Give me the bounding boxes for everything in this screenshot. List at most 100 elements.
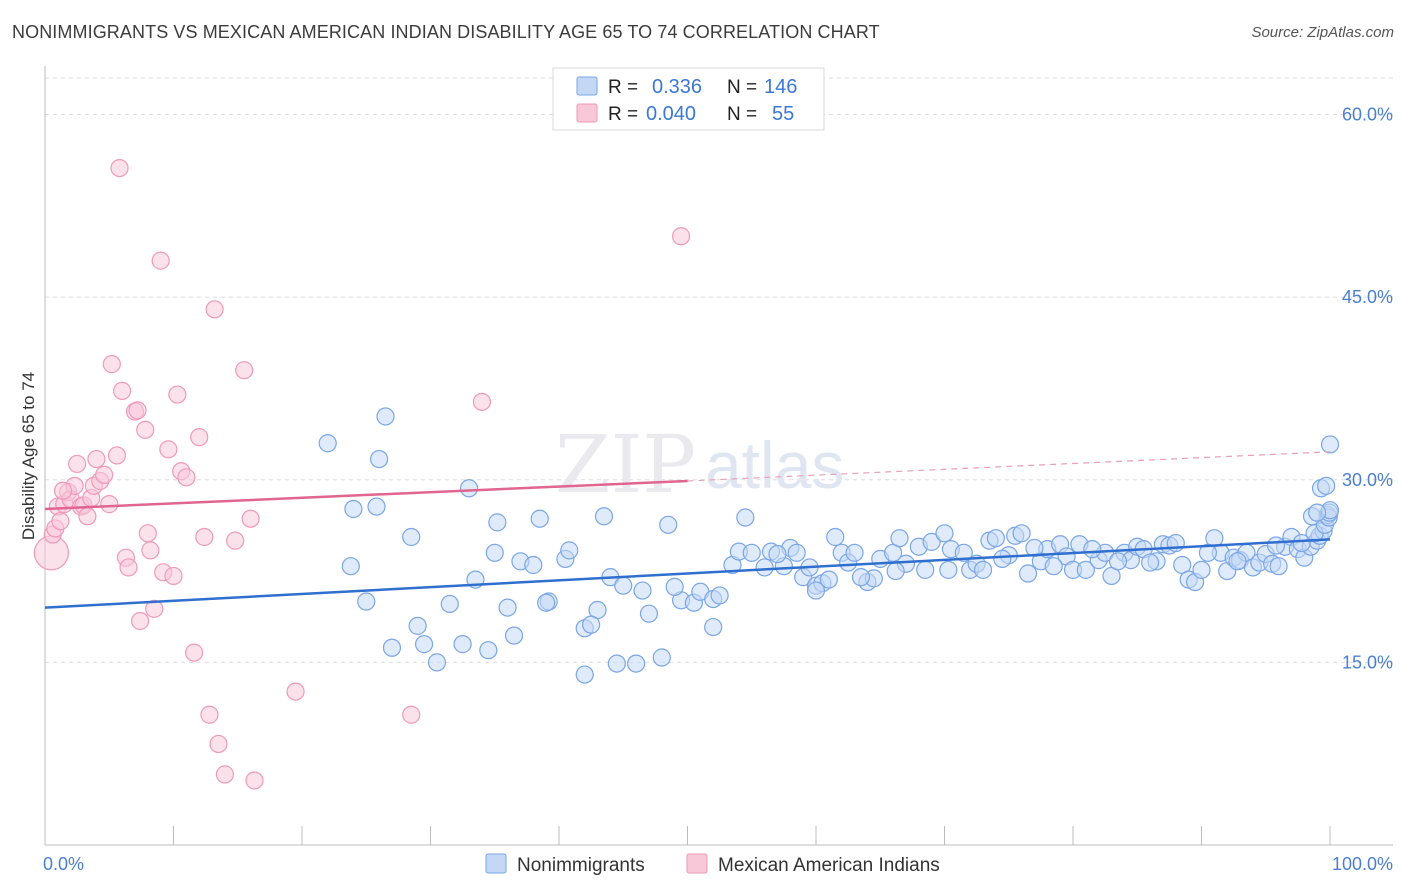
point-mexican-american-indians	[402, 705, 421, 724]
legend-label-mexican-american-indians: Mexican American Indians	[718, 855, 940, 876]
y-axis-title: Disability Age 65 to 74	[19, 372, 38, 540]
point-nonimmigrants	[659, 515, 678, 534]
point-mexican-american-indians	[159, 440, 178, 459]
point-mexican-american-indians	[119, 558, 138, 577]
stats-n-label: N =	[727, 104, 757, 125]
point-mexican-american-indians	[168, 385, 187, 404]
point-nonimmigrants	[1044, 557, 1063, 576]
legend-label-nonimmigrants: Nonimmigrants	[517, 855, 645, 876]
point-nonimmigrants	[357, 592, 376, 611]
stats-row-mexican-american-indians: R = 0.040 N = 55	[576, 103, 794, 125]
point-nonimmigrants	[498, 598, 517, 617]
stats-r-value: 0.336	[652, 76, 702, 98]
chart-title: NONIMMIGRANTS VS MEXICAN AMERICAN INDIAN…	[12, 22, 880, 42]
point-nonimmigrants	[742, 543, 761, 562]
point-nonimmigrants	[1320, 435, 1340, 454]
point-mexican-american-indians	[200, 705, 219, 724]
point-nonimmigrants	[1076, 560, 1095, 579]
series-legend: Nonimmigrants Mexican American Indians	[485, 853, 940, 876]
point-nonimmigrants	[459, 479, 479, 498]
point-nonimmigrants	[582, 615, 601, 634]
point-nonimmigrants	[485, 543, 504, 562]
point-mexican-american-indians	[141, 541, 160, 560]
stats-swatch-mexican-american-indians	[576, 103, 598, 123]
point-nonimmigrants	[1292, 533, 1311, 553]
point-nonimmigrants	[408, 616, 427, 635]
point-mexican-american-indians	[136, 420, 155, 439]
point-nonimmigrants	[376, 407, 395, 426]
point-nonimmigrants	[986, 529, 1006, 548]
trend-line-nonimmigrants	[44, 538, 1331, 609]
point-mexican-american-indians	[195, 527, 214, 547]
point-mexican-american-indians	[286, 682, 305, 701]
point-nonimmigrants	[710, 586, 729, 605]
trend-line-mexican-american-indians-extension	[687, 451, 1331, 482]
stats-r-value: 0.040	[646, 103, 696, 125]
point-nonimmigrants	[530, 509, 549, 528]
point-mexican-american-indians	[130, 611, 150, 631]
point-mexican-american-indians	[164, 566, 183, 586]
point-nonimmigrants	[560, 541, 579, 560]
stats-n-value: 146	[764, 76, 797, 98]
point-nonimmigrants	[1083, 540, 1102, 559]
point-nonimmigrants	[768, 544, 787, 564]
point-nonimmigrants	[1269, 557, 1288, 576]
point-nonimmigrants	[736, 508, 755, 527]
point-nonimmigrants	[414, 635, 434, 654]
point-mexican-american-indians	[241, 509, 260, 528]
point-mexican-american-indians	[53, 481, 73, 500]
point-mexican-american-indians	[128, 401, 147, 420]
point-nonimmigrants	[524, 555, 543, 575]
point-nonimmigrants	[826, 527, 845, 547]
point-nonimmigrants	[652, 648, 671, 667]
watermark-atlas: atlas	[705, 428, 844, 502]
point-nonimmigrants	[1018, 564, 1038, 583]
stats-n-label: N =	[727, 77, 757, 98]
point-nonimmigrants	[639, 604, 659, 623]
point-mexican-american-indians	[215, 765, 234, 784]
x-tick-labels: 0.0% 100.0%	[43, 854, 1393, 874]
point-mexican-american-indians	[145, 599, 164, 618]
point-nonimmigrants	[626, 654, 646, 673]
point-nonimmigrants	[318, 434, 337, 453]
point-mexican-american-indians	[472, 392, 491, 411]
point-mexican-american-indians	[205, 300, 224, 319]
point-mexican-american-indians	[78, 507, 97, 526]
point-mexican-american-indians	[177, 468, 196, 487]
y-tick-label: 30.0%	[1342, 470, 1393, 490]
point-nonimmigrants	[916, 560, 935, 579]
watermark-zip: ZIP	[555, 418, 696, 511]
point-mexican-american-indians	[110, 158, 129, 178]
stats-legend: R = 0.336 N = 146 R = 0.040 N = 55	[552, 67, 825, 131]
point-mexican-american-indians	[151, 251, 170, 270]
point-nonimmigrants	[427, 653, 447, 672]
point-nonimmigrants	[1192, 560, 1211, 579]
point-nonimmigrants	[1266, 536, 1286, 555]
point-nonimmigrants	[755, 558, 774, 577]
point-nonimmigrants	[819, 570, 838, 589]
point-nonimmigrants	[488, 513, 507, 532]
point-mexican-american-indians	[87, 449, 106, 469]
point-mexican-american-indians	[100, 495, 119, 514]
y-tick-labels: 15.0% 30.0% 45.0% 60.0%	[1342, 105, 1393, 673]
point-mexican-american-indians	[235, 361, 254, 380]
point-nonimmigrants	[479, 641, 498, 660]
trend-lines	[44, 451, 1331, 609]
point-nonimmigrants	[1198, 543, 1218, 562]
point-nonimmigrants	[886, 561, 905, 581]
point-nonimmigrants	[935, 524, 954, 543]
point-nonimmigrants	[1317, 476, 1336, 495]
legend-swatch-mexican-american-indians	[686, 853, 708, 874]
stats-r-label: R =	[608, 77, 638, 98]
point-mexican-american-indians	[209, 734, 228, 754]
point-nonimmigrants	[1228, 552, 1247, 571]
point-nonimmigrants	[370, 449, 389, 469]
point-nonimmigrants	[1308, 503, 1327, 522]
point-nonimmigrants	[1140, 553, 1160, 572]
stats-n-value: 55	[772, 103, 794, 125]
source-credit: Source: ZipAtlas.com	[1251, 24, 1394, 41]
y-tick-label: 60.0%	[1342, 105, 1393, 125]
point-mexican-american-indians	[112, 381, 132, 400]
axes	[44, 66, 1393, 846]
